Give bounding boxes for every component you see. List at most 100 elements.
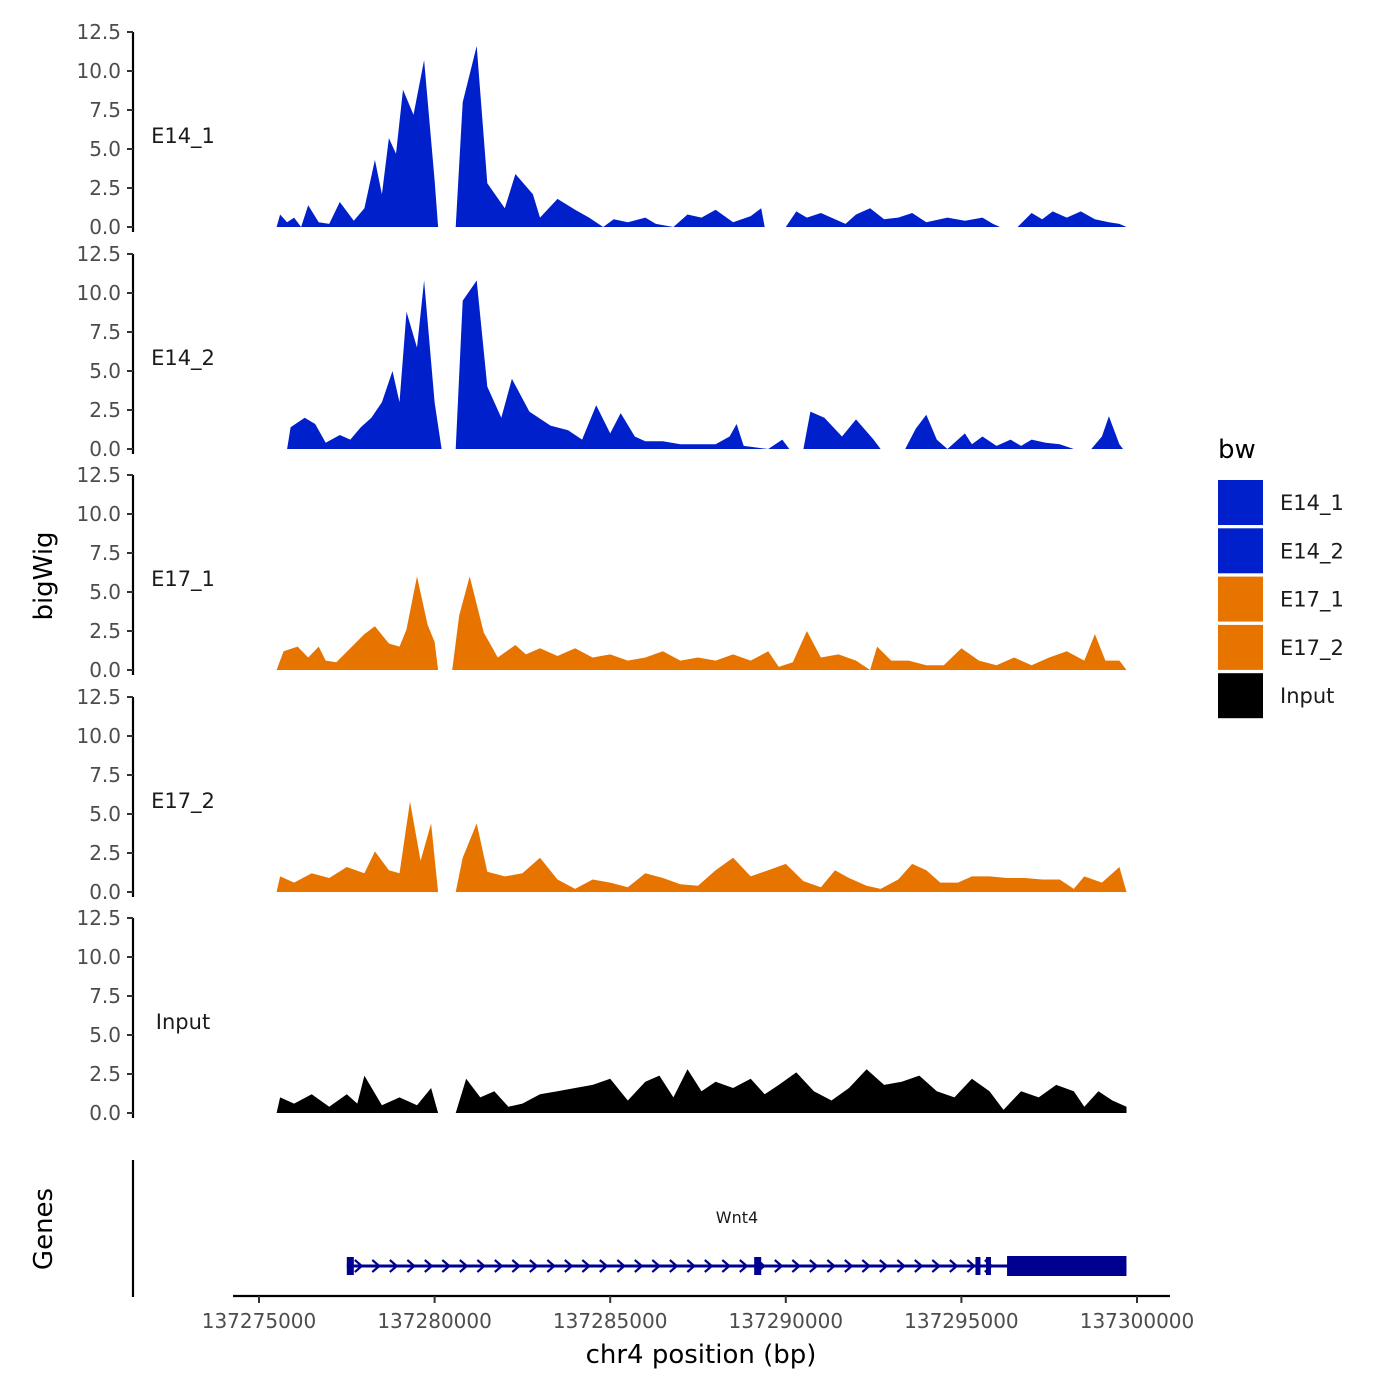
strand-arrow-icon	[424, 1259, 434, 1273]
strand-arrow-icon	[406, 1259, 416, 1273]
legend-swatch	[1218, 624, 1263, 670]
y-tick-label: 0.0	[89, 880, 121, 904]
coverage-area-e17-2	[276, 801, 1127, 892]
legend-title: bw	[1218, 435, 1256, 465]
strand-arrow-icon	[686, 1259, 696, 1273]
legend: bw E14_1 E14_2 E17_1 E17_2 Input	[1218, 435, 1344, 719]
strand-arrow-icon	[494, 1259, 504, 1273]
y-tick-label: 10.0	[76, 502, 121, 526]
y-tick-label: 7.5	[89, 541, 121, 565]
strand-arrow-icon	[914, 1259, 924, 1273]
y-tick-label: 0.0	[89, 215, 121, 239]
track-panel-input: 0.0 2.5 5.0 7.5 10.0 12.5 Input	[76, 906, 1127, 1125]
y-tick-label: 10.0	[76, 59, 121, 83]
gene-track: Wnt4	[131, 1160, 1127, 1297]
x-tick-label: 137285000	[553, 1309, 668, 1333]
x-tick-label: 137275000	[202, 1309, 317, 1333]
y-tick-label: 0.0	[89, 1101, 121, 1125]
y-tick-label: 12.5	[76, 20, 121, 44]
legend-label: E14_2	[1280, 539, 1344, 564]
legend-label: E14_1	[1280, 491, 1344, 516]
strand-arrow-icon	[599, 1259, 609, 1273]
y-tick-label: 5.0	[89, 359, 121, 383]
strand-arrow-icon	[879, 1259, 889, 1273]
y-tick-label: 7.5	[89, 320, 121, 344]
track-label: E17_2	[151, 789, 215, 814]
strand-arrow-icon	[476, 1259, 486, 1273]
strand-arrow-icon	[564, 1259, 574, 1273]
gene-track-title: Genes	[29, 1188, 59, 1270]
track-label: Input	[156, 1010, 210, 1034]
y-tick-label: 12.5	[76, 906, 121, 930]
strand-arrow-icon	[896, 1259, 906, 1273]
strand-arrow-icon	[651, 1259, 661, 1273]
track-label: E17_1	[151, 567, 215, 592]
legend-swatch	[1218, 480, 1263, 525]
strand-arrow-icon	[669, 1259, 679, 1273]
strand-arrow-icon	[826, 1259, 836, 1273]
y-tick-label: 7.5	[89, 98, 121, 122]
strand-arrow-icon	[844, 1259, 854, 1273]
gene-name-label: Wnt4	[716, 1208, 758, 1227]
strand-arrow-icon	[459, 1259, 469, 1273]
gene-exon	[975, 1257, 981, 1275]
strand-arrow-icon	[389, 1259, 399, 1273]
legend-swatch	[1218, 673, 1263, 719]
track-panel-e17-2: 0.0 2.5 5.0 7.5 10.0 12.5 E17_2	[76, 685, 1127, 904]
y-tick-label: 2.5	[89, 841, 121, 865]
strand-arrow-icon	[581, 1259, 591, 1273]
y-tick-label: 5.0	[89, 1023, 121, 1047]
y-tick-label: 5.0	[89, 580, 121, 604]
y-tick-label: 0.0	[89, 658, 121, 682]
gene-exon	[754, 1257, 762, 1275]
x-axis-title: chr4 position (bp)	[586, 1340, 817, 1370]
x-tick-label: 137300000	[1080, 1309, 1195, 1333]
y-tick-label: 0.0	[89, 437, 121, 461]
strand-arrow-icon	[861, 1259, 871, 1273]
y-tick-label: 2.5	[89, 398, 121, 422]
strand-arrow-icon	[511, 1259, 521, 1273]
track-panel-e14-2: 0.0 2.5 5.0 7.5 10.0 12.5 E14_2	[76, 242, 1124, 461]
y-tick-label: 10.0	[76, 724, 121, 748]
y-tick-label: 2.5	[89, 176, 121, 200]
strand-arrow-icon	[704, 1259, 714, 1273]
gene-exon	[985, 1257, 991, 1275]
track-panel-e17-1: 0.0 2.5 5.0 7.5 10.0 12.5 E17_1	[76, 463, 1127, 682]
strand-arrow-icon	[616, 1259, 626, 1273]
coverage-area-e17-1	[276, 576, 1127, 670]
strand-arrow-icon	[739, 1259, 749, 1273]
coverage-area-e14-2	[287, 280, 1124, 449]
strand-arrow-icon	[634, 1259, 644, 1273]
coverage-area-e14-1	[276, 46, 1127, 227]
y-tick-label: 12.5	[76, 242, 121, 266]
strand-arrow-icon	[546, 1259, 556, 1273]
legend-label: E17_2	[1280, 636, 1344, 661]
y-axis-title: bigWig	[29, 531, 59, 620]
strand-arrow-icon	[949, 1259, 959, 1273]
strand-arrow-icon	[966, 1259, 976, 1273]
strand-arrow-icon	[791, 1259, 801, 1273]
legend-label: Input	[1280, 684, 1334, 708]
legend-label: E17_1	[1280, 588, 1344, 613]
strand-arrow-icon	[371, 1259, 381, 1273]
strand-arrow-icon	[441, 1259, 451, 1273]
track-panel-e14-1: 0.0 2.5 5.0 7.5 10.0 12.5 E14_1	[76, 20, 1127, 239]
track-label: E14_1	[151, 124, 215, 149]
y-tick-label: 2.5	[89, 619, 121, 643]
x-tick-label: 137290000	[729, 1309, 844, 1333]
y-tick-label: 7.5	[89, 763, 121, 787]
strand-arrow-icon	[774, 1259, 784, 1273]
x-axis: 137275000 137280000 137285000 137290000 1372…	[202, 1294, 1195, 1333]
coverage-tracks: 0.0 2.5 5.0 7.5 10.0 12.5 E14_1 0.0 2.5 5.0 7.5 10.…	[76, 20, 1127, 1125]
gene-exon	[346, 1257, 354, 1275]
y-tick-label: 10.0	[76, 281, 121, 305]
legend-swatch	[1218, 528, 1263, 574]
y-tick-label: 5.0	[89, 137, 121, 161]
y-tick-label: 7.5	[89, 984, 121, 1008]
track-label: E14_2	[151, 346, 215, 371]
x-tick-label: 137295000	[904, 1309, 1019, 1333]
strand-arrow-icon	[529, 1259, 539, 1273]
y-tick-label: 12.5	[76, 463, 121, 487]
strand-arrow-icon	[931, 1259, 941, 1273]
